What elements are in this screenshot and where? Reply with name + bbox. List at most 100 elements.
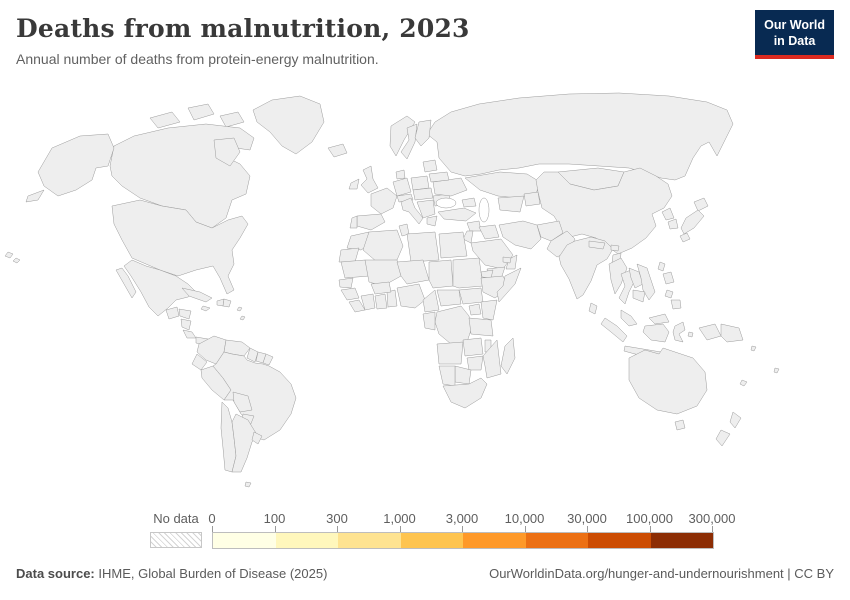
country-north-korea[interactable] [661, 207, 675, 221]
country-italy[interactable] [400, 197, 424, 225]
country-jamaica[interactable] [200, 305, 211, 312]
country-angola[interactable] [436, 341, 464, 365]
country-indonesia[interactable] [642, 323, 670, 343]
country-taiwan[interactable] [657, 261, 666, 272]
country-caucasus[interactable] [461, 197, 477, 208]
country-iraq[interactable] [478, 224, 500, 240]
country-mali[interactable] [364, 259, 402, 287]
country-senegal[interactable] [338, 277, 354, 289]
country-zimbabwe[interactable] [466, 355, 484, 371]
country-indonesia[interactable] [600, 317, 628, 343]
country-united-kingdom[interactable] [360, 165, 379, 194]
country-denmark[interactable] [395, 169, 406, 180]
country-greece[interactable] [426, 215, 438, 227]
country-mozambique[interactable] [482, 339, 502, 379]
country-libya[interactable] [406, 231, 440, 263]
country-mexico-baja[interactable] [115, 267, 137, 299]
country-guatemala[interactable] [165, 306, 180, 320]
country-guyana[interactable] [246, 347, 259, 363]
country-mexico[interactable] [123, 259, 197, 317]
country-usa-hawaii[interactable] [4, 251, 14, 259]
country-algeria[interactable] [362, 229, 404, 263]
country-zambia[interactable] [462, 337, 484, 357]
country-vietnam[interactable] [636, 263, 656, 301]
country-lesser-antilles[interactable] [236, 306, 243, 312]
country-czechia-slovakia-hungary[interactable] [412, 187, 434, 201]
country-belarus[interactable] [428, 171, 450, 183]
country-south-korea[interactable] [667, 218, 679, 230]
country-chad[interactable] [428, 259, 454, 289]
country-ivory-coast[interactable] [360, 293, 376, 311]
country-falkland-islands[interactable] [244, 481, 252, 488]
country-japan[interactable] [693, 197, 709, 212]
country-kyrgyzstan-tajikistan[interactable] [523, 191, 541, 207]
country-egypt[interactable] [438, 231, 468, 259]
country-bhutan[interactable] [610, 244, 620, 252]
country-new-zealand[interactable] [715, 429, 731, 447]
country-indonesia[interactable] [687, 331, 694, 338]
country-malaysia[interactable] [620, 309, 638, 327]
country-turkey[interactable] [437, 207, 477, 222]
country-costa-rica[interactable] [182, 329, 197, 339]
country-uzbekistan-turkmenistan[interactable] [497, 195, 525, 213]
country-canada-arctic[interactable] [187, 103, 215, 121]
country-canada-arctic[interactable] [149, 111, 181, 129]
country-poland[interactable] [410, 175, 430, 191]
country-indonesia[interactable] [698, 323, 722, 341]
country-central-african-republic[interactable] [436, 289, 462, 307]
country-guinea[interactable] [340, 287, 360, 301]
country-cuba[interactable] [181, 287, 213, 303]
country-usa-hawaii[interactable] [12, 257, 21, 264]
country-cambodia[interactable] [632, 289, 646, 303]
country-new-zealand[interactable] [729, 411, 742, 429]
country-usa-alaska[interactable] [37, 133, 115, 197]
country-tanzania[interactable] [468, 317, 494, 337]
country-malaysia[interactable] [648, 313, 670, 325]
country-portugal[interactable] [349, 215, 358, 229]
country-philippines[interactable] [662, 271, 675, 285]
owid-logo[interactable]: Our World in Data [755, 10, 834, 59]
country-sudan[interactable] [452, 257, 484, 289]
country-laos[interactable] [628, 267, 644, 289]
legend-swatch-6[interactable] [525, 533, 588, 548]
country-usa-aleutians[interactable] [25, 189, 45, 203]
country-uruguay[interactable] [251, 431, 263, 445]
country-iceland[interactable] [327, 143, 348, 158]
country-philippines[interactable] [664, 289, 674, 299]
country-madagascar[interactable] [500, 337, 516, 375]
country-sweden[interactable] [400, 123, 418, 160]
country-balkans[interactable] [416, 199, 436, 219]
country-new-caledonia[interactable] [739, 379, 748, 387]
country-namibia[interactable] [438, 365, 456, 387]
country-indonesia[interactable] [672, 321, 686, 343]
country-south-sudan[interactable] [458, 287, 484, 305]
country-french-guiana[interactable] [262, 353, 274, 366]
country-burkina-faso[interactable] [370, 281, 392, 295]
legend-swatch-3[interactable] [338, 533, 401, 548]
country-togo-benin[interactable] [386, 289, 398, 308]
country-dominican-republic[interactable] [222, 298, 232, 308]
country-russia[interactable] [426, 92, 734, 181]
country-usa[interactable] [111, 199, 249, 295]
country-fiji[interactable] [773, 367, 780, 374]
legend-no-data[interactable]: No data [150, 511, 202, 548]
country-spain[interactable] [356, 213, 386, 231]
country-iran[interactable] [498, 220, 542, 250]
country-bolivia[interactable] [232, 391, 253, 413]
legend-swatch-5[interactable] [463, 533, 526, 548]
country-india[interactable] [558, 236, 614, 300]
country-argentina[interactable] [231, 413, 259, 473]
country-honduras[interactable] [178, 308, 192, 320]
country-canada-arctic[interactable] [219, 111, 245, 128]
country-japan[interactable] [680, 209, 705, 235]
country-nigeria[interactable] [396, 283, 426, 309]
country-germany[interactable] [392, 177, 412, 197]
legend-swatch-7[interactable] [588, 533, 651, 548]
world-choropleth-map[interactable] [0, 80, 850, 506]
legend-swatch-4[interactable] [400, 533, 463, 548]
country-lesser-antilles[interactable] [239, 315, 246, 321]
country-eritrea[interactable] [480, 269, 494, 279]
legend-swatch-1[interactable] [213, 533, 276, 548]
country-france[interactable] [370, 187, 398, 215]
country-ghana[interactable] [374, 293, 388, 310]
